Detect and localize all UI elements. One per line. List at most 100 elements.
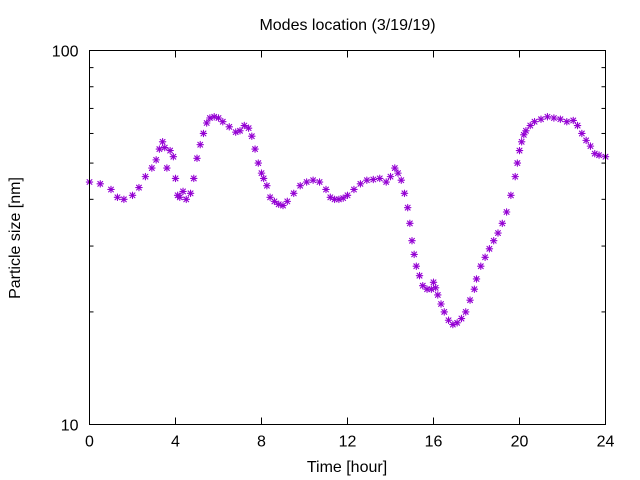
- data-point: [477, 262, 485, 270]
- data-point: [494, 229, 502, 237]
- data-point: [283, 197, 292, 206]
- data-point: [166, 146, 174, 155]
- data-point: [302, 178, 311, 186]
- data-point: [107, 185, 115, 194]
- data-point: [563, 117, 571, 126]
- data-point: [415, 271, 424, 280]
- plot-frame: [89, 50, 606, 425]
- data-point: [440, 308, 449, 316]
- data-point: [397, 176, 406, 184]
- data-point: [489, 236, 498, 245]
- data-point: [199, 129, 208, 138]
- x-tick-label: 4: [171, 434, 180, 451]
- data-point: [96, 180, 104, 188]
- data-point: [259, 174, 268, 183]
- x-tick-label: 12: [339, 434, 357, 451]
- data-point: [148, 164, 156, 172]
- data-point: [481, 253, 489, 262]
- data-point: [193, 154, 201, 163]
- data-point: [113, 193, 122, 202]
- data-point: [231, 128, 240, 136]
- data-point: [517, 138, 526, 146]
- data-point: [186, 189, 195, 198]
- data-point: [502, 208, 511, 216]
- data-point: [382, 178, 390, 186]
- data-point: [161, 143, 169, 152]
- data-point: [296, 181, 304, 190]
- data-point: [526, 121, 535, 130]
- data-point: [343, 191, 352, 200]
- data-point: [179, 187, 187, 196]
- data-point: [595, 151, 603, 159]
- data-point: [507, 191, 515, 200]
- data-point: [522, 127, 530, 135]
- data-point: [335, 195, 343, 204]
- data-point: [543, 113, 552, 121]
- data-point: [412, 262, 421, 270]
- data-point: [410, 250, 418, 259]
- data-point: [206, 114, 214, 122]
- data-point: [171, 174, 180, 183]
- data-point: [263, 181, 271, 190]
- data-point: [322, 185, 330, 194]
- data-point: [375, 174, 384, 183]
- data-point: [400, 189, 409, 198]
- data-point: [485, 245, 494, 253]
- data-point: [210, 113, 218, 121]
- data-point: [550, 114, 558, 122]
- data-point: [386, 172, 395, 181]
- data-point: [466, 296, 474, 304]
- data-point: [586, 142, 595, 150]
- data-point: [406, 219, 414, 228]
- x-tick-label: 20: [511, 434, 529, 451]
- data-point: [578, 129, 586, 138]
- data-point: [461, 308, 470, 316]
- data-point: [537, 115, 545, 123]
- data-point: [254, 159, 263, 167]
- data-point: [257, 169, 266, 177]
- data-point: [394, 169, 402, 177]
- x-tick-label: 16: [425, 434, 443, 451]
- data-point: [363, 176, 371, 184]
- data-point: [498, 219, 507, 228]
- data-point: [176, 193, 184, 202]
- data-point: [120, 195, 128, 204]
- data-point: [556, 115, 565, 123]
- data-point: [403, 203, 412, 212]
- data-point: [236, 127, 244, 135]
- data-point: [141, 172, 150, 181]
- markers-layer: [85, 113, 610, 329]
- data-point: [429, 278, 438, 287]
- data-point: [182, 195, 190, 204]
- data-point: [356, 180, 365, 188]
- data-point: [190, 174, 198, 183]
- data-point: [225, 123, 233, 131]
- data-point: [457, 314, 466, 323]
- data-point: [289, 189, 298, 198]
- data-point: [470, 285, 479, 293]
- data-point: [434, 291, 442, 299]
- data-point: [135, 183, 143, 192]
- y-tick-label: 100: [52, 44, 79, 61]
- data-point: [350, 185, 358, 194]
- data-point: [418, 281, 427, 290]
- chart-title: Modes location (3/19/19): [259, 17, 435, 34]
- data-point: [315, 178, 324, 186]
- x-tick-label: 0: [85, 434, 94, 451]
- data-point: [251, 145, 259, 153]
- data-point: [274, 200, 283, 209]
- y-axis-label: Particle size [nm]: [7, 177, 24, 299]
- data-point: [158, 138, 167, 146]
- x-axis-label: Time [hour]: [307, 459, 387, 476]
- x-tick-label: 8: [257, 434, 266, 451]
- data-point: [511, 172, 519, 181]
- data-point: [155, 145, 164, 153]
- data-point: [437, 300, 445, 308]
- data-point: [244, 124, 253, 132]
- data-point: [513, 159, 522, 167]
- data-point: [163, 164, 171, 172]
- data-point: [472, 275, 481, 283]
- data-point: [219, 117, 227, 126]
- data-point: [573, 121, 582, 130]
